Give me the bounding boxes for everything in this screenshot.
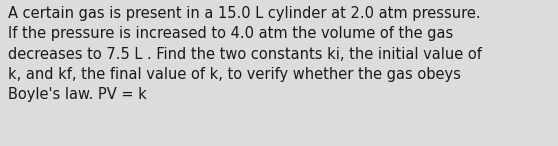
Text: A certain gas is present in a 15.0 L cylinder at 2.0 atm pressure.
If the pressu: A certain gas is present in a 15.0 L cyl… (8, 6, 482, 102)
